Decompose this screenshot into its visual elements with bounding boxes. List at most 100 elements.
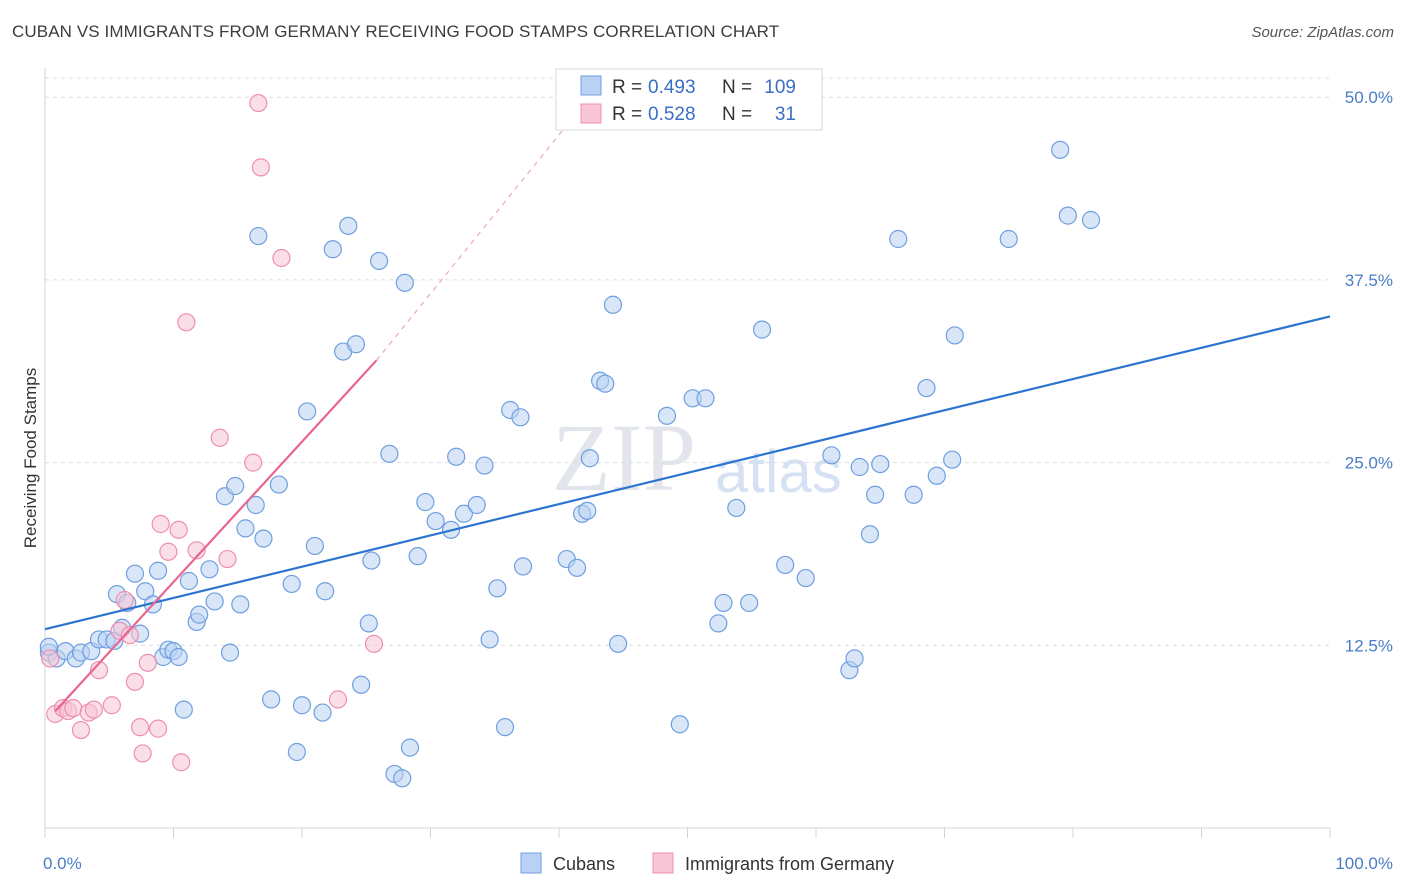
data-point [609, 634, 628, 653]
data-point [850, 457, 869, 477]
data-point [200, 560, 219, 579]
data-point [84, 700, 103, 719]
chart-title: CUBAN VS IMMIGRANTS FROM GERMANY RECEIVI… [12, 22, 780, 41]
data-point [362, 551, 381, 570]
data-point [323, 240, 342, 259]
data-point [578, 501, 597, 520]
data-point [120, 625, 139, 645]
data-point [169, 647, 188, 667]
data-point [236, 519, 255, 538]
data-point [339, 216, 358, 235]
data-point [218, 549, 237, 569]
data-point [426, 511, 445, 531]
data-point [359, 614, 378, 633]
data-point [71, 720, 91, 740]
data-point [298, 402, 317, 421]
data-point [1081, 210, 1101, 230]
data-point [102, 696, 121, 715]
data-point [670, 715, 689, 734]
data-point [169, 520, 188, 539]
source-label: Source: ZipAtlas.com [1251, 24, 1394, 41]
data-point [416, 492, 435, 512]
x-ticks [44, 828, 1331, 838]
y-tick-label: 12.5% [1345, 636, 1393, 655]
data-point [138, 653, 157, 672]
trend-line-germany [54, 359, 378, 712]
data-point [796, 568, 815, 588]
data-point [889, 229, 908, 249]
data-point [860, 525, 880, 544]
data-point [603, 295, 623, 314]
data-point [845, 649, 864, 668]
data-point [467, 495, 486, 515]
bottom-legend-swatch-germany [652, 852, 674, 874]
data-point [205, 592, 224, 611]
watermark-atlas: atlas [715, 438, 842, 505]
data-point [174, 700, 193, 719]
data-point [752, 320, 772, 339]
legend-r-label-cubans: R = [612, 77, 642, 98]
legend-n-label-cubans: N = [722, 77, 752, 98]
data-point [1051, 140, 1070, 159]
series-cubans-points [39, 140, 1101, 788]
data-point [447, 447, 466, 466]
data-point [904, 485, 923, 504]
data-point [727, 498, 746, 518]
data-point [269, 475, 288, 494]
data-point [272, 248, 291, 268]
data-point [64, 699, 83, 718]
bottom-legend-label-germany: Immigrants from Germany [685, 854, 894, 874]
data-point [580, 449, 599, 468]
data-point [927, 466, 946, 485]
legend-r-label-germany: R = [612, 104, 642, 125]
data-point [696, 389, 715, 408]
legend-n-value-germany: 31 [775, 104, 796, 125]
data-point [495, 718, 515, 737]
data-point [41, 649, 60, 668]
data-point [148, 719, 168, 738]
data-point [249, 93, 268, 113]
y-tick-label: 50.0% [1345, 88, 1393, 107]
data-point [249, 226, 268, 246]
data-point [709, 614, 728, 633]
x-tick-label-min: 0.0% [43, 854, 82, 873]
data-point [151, 514, 170, 534]
data-point [220, 643, 240, 662]
data-point [305, 536, 324, 556]
data-point [251, 158, 270, 177]
series-germany-points [41, 93, 384, 772]
legend-swatch-cubans [580, 75, 602, 96]
data-point [177, 313, 196, 332]
trend-line-germany-extension [376, 102, 586, 361]
data-point [133, 744, 152, 763]
y-tick-labels: 12.5% 25.0% 37.5% 50.0% [1345, 88, 1393, 655]
legend-swatch-germany [580, 103, 602, 124]
data-point [244, 453, 263, 472]
legend-n-value-cubans: 109 [764, 77, 796, 98]
data-point [488, 579, 507, 598]
data-point [115, 590, 134, 610]
data-point [776, 555, 795, 575]
data-point [475, 456, 494, 475]
data-point [125, 672, 145, 691]
data-point [657, 406, 677, 425]
data-point [480, 630, 499, 649]
data-point [866, 485, 885, 504]
trend-lines [44, 102, 1331, 712]
y-axis-label: Receiving Food Stamps [21, 368, 40, 548]
x-tick-label-max: 100.0% [1335, 854, 1393, 873]
data-point [943, 450, 962, 469]
legend-r-value-germany: 0.528 [648, 104, 696, 125]
data-point [179, 571, 199, 591]
data-point [172, 753, 191, 772]
data-point [596, 374, 615, 393]
data-point [408, 547, 427, 566]
data-point [187, 541, 206, 560]
data-point [400, 738, 420, 757]
data-point [917, 378, 936, 398]
data-point [282, 574, 301, 594]
data-point [316, 582, 335, 601]
y-tick-label: 37.5% [1345, 271, 1393, 290]
data-point [89, 661, 109, 680]
